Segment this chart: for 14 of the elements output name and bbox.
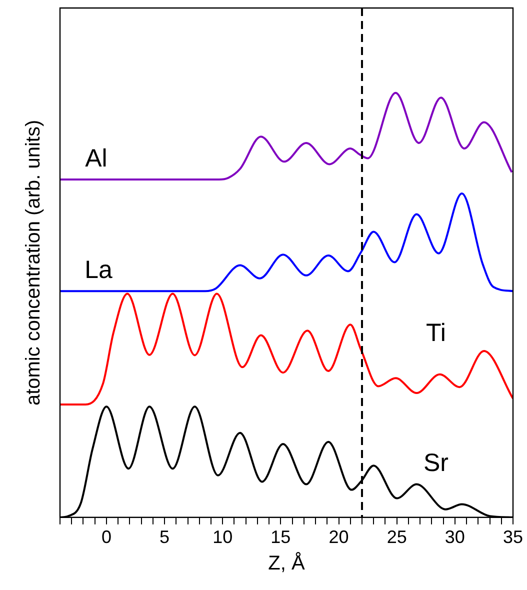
x-tick-label: 5: [160, 527, 170, 548]
x-tick-label: 0: [101, 527, 112, 548]
series-label: Ti: [426, 318, 446, 347]
series-label: La: [84, 256, 113, 284]
x-tick-label: 35: [502, 527, 524, 548]
series-label: Sr: [423, 448, 448, 477]
series-label: Al: [85, 144, 108, 172]
x-axis-title: Z, Å: [268, 552, 306, 575]
x-tick-label: 25: [386, 527, 407, 548]
y-axis-title: atomic concentration (arb. units): [22, 120, 45, 406]
x-tick-label: 20: [328, 527, 349, 548]
x-tick-label: 15: [270, 527, 291, 548]
x-tick-label: 10: [212, 527, 233, 548]
x-tick-label: 30: [444, 527, 465, 548]
